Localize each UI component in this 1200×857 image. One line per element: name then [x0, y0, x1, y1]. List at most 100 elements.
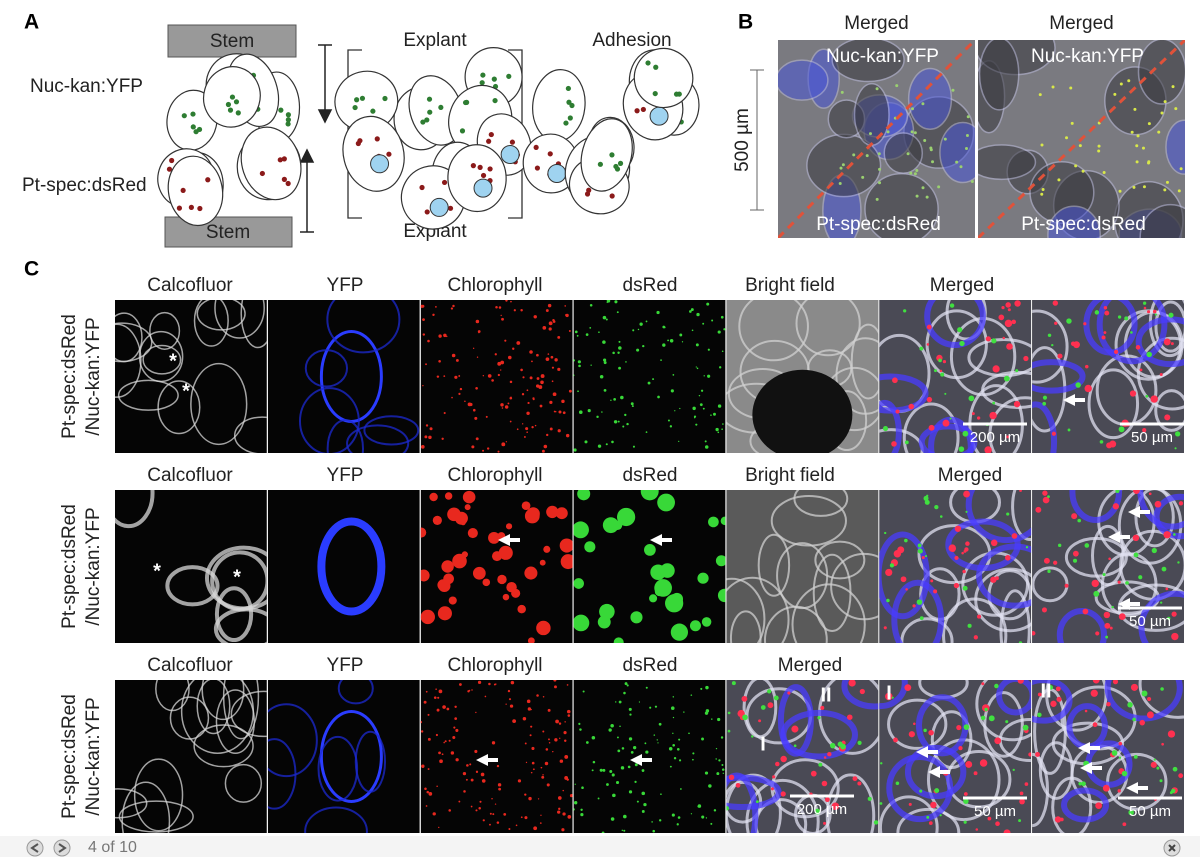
cell-wall	[1138, 680, 1184, 719]
arrows	[299, 44, 333, 233]
signal-dot	[1005, 302, 1011, 308]
signal-dot	[987, 816, 992, 821]
signal-dot	[670, 389, 674, 393]
signal-dot	[1057, 353, 1063, 359]
signal-dot	[475, 809, 478, 812]
signal-dot	[793, 744, 797, 748]
signal-dot	[707, 374, 711, 378]
cell-wall	[230, 690, 267, 738]
signal-dot	[500, 369, 502, 371]
organelle	[609, 193, 615, 199]
signal-dot	[468, 689, 471, 692]
signal-dot	[1127, 702, 1133, 708]
organelle	[487, 166, 493, 172]
cell-blob	[1165, 119, 1185, 175]
prev-button[interactable]	[26, 839, 44, 857]
signal-dot	[1105, 635, 1109, 639]
cell-wall	[267, 738, 297, 810]
signal-dot	[606, 783, 609, 786]
signal-dot	[576, 334, 579, 337]
signal-dot	[875, 197, 879, 201]
organelle	[584, 191, 591, 197]
signal-dot	[1178, 773, 1184, 779]
organelle	[169, 157, 175, 164]
cell-diagram	[157, 47, 700, 230]
signal-dot	[904, 440, 909, 445]
signal-dot	[773, 695, 779, 701]
cell-wall	[879, 680, 908, 710]
signal-dot	[425, 424, 429, 427]
signal-dot	[494, 803, 497, 805]
signal-dot	[617, 749, 621, 753]
signal-dot	[636, 348, 640, 352]
row-label: /Nuc-kan:YFP	[83, 507, 104, 625]
signal-dot	[420, 527, 427, 538]
signal-dot	[609, 769, 613, 773]
cell-wall	[118, 800, 194, 833]
signal-dot	[492, 813, 495, 816]
column-header: Merged	[778, 655, 842, 676]
signal-dot	[1051, 431, 1056, 436]
column-header: Calcofluor	[147, 465, 233, 486]
signal-dot	[634, 763, 638, 767]
cell-wall	[996, 680, 1032, 716]
signal-dot	[708, 516, 719, 528]
signal-dot	[531, 746, 535, 751]
cell-wall	[115, 490, 155, 529]
signal-dot	[823, 821, 827, 825]
signal-dot	[633, 746, 637, 750]
signal-dot	[500, 360, 505, 365]
organelle	[533, 144, 539, 151]
signal-dot	[715, 758, 717, 760]
signal-dot	[962, 569, 966, 574]
signal-dot	[677, 816, 681, 819]
signal-dot	[548, 738, 550, 741]
cell-wall	[193, 300, 229, 347]
signal-dot	[435, 305, 437, 308]
stem-box	[164, 216, 293, 248]
signal-dot	[1019, 490, 1022, 492]
signal-dot	[1047, 333, 1052, 338]
signal-dot	[496, 764, 500, 768]
organelle	[640, 106, 646, 113]
signal-dot	[631, 405, 634, 408]
signal-dot	[723, 328, 726, 331]
signal-dot	[710, 414, 712, 416]
signal-dot	[501, 407, 504, 409]
signal-dot	[566, 684, 569, 686]
signal-dot	[641, 769, 645, 772]
micrograph	[115, 300, 267, 453]
signal-dot	[529, 350, 533, 354]
signal-dot	[1167, 616, 1171, 621]
signal-dot	[581, 786, 584, 789]
signal-dot	[1070, 121, 1074, 125]
signal-dot	[695, 423, 698, 426]
signal-dot	[580, 808, 583, 811]
signal-dot	[558, 722, 562, 725]
signal-dot	[471, 445, 475, 449]
signal-dot	[451, 396, 453, 399]
signal-dot	[928, 424, 935, 431]
signal-dot	[488, 531, 500, 544]
signal-dot	[1106, 701, 1111, 707]
signal-dot	[1081, 781, 1086, 787]
signal-dot	[717, 431, 720, 434]
organelle	[370, 108, 376, 114]
signal-dot	[692, 752, 695, 755]
signal-dot	[452, 736, 456, 740]
signal-dot	[621, 829, 624, 832]
signal-dot	[1051, 343, 1054, 347]
micrograph	[879, 300, 1032, 453]
signal-dot	[1132, 534, 1140, 542]
signal-dot	[637, 328, 640, 331]
signal-dot	[544, 761, 549, 766]
signal-dot	[690, 694, 693, 696]
signal-dot	[510, 300, 512, 303]
signal-dot	[524, 793, 527, 796]
signal-dot	[438, 751, 441, 755]
cell-wall	[726, 576, 790, 643]
micrograph	[420, 490, 573, 643]
next-button[interactable]	[53, 839, 71, 857]
signal-dot	[1082, 608, 1089, 615]
signal-dot	[818, 762, 823, 767]
